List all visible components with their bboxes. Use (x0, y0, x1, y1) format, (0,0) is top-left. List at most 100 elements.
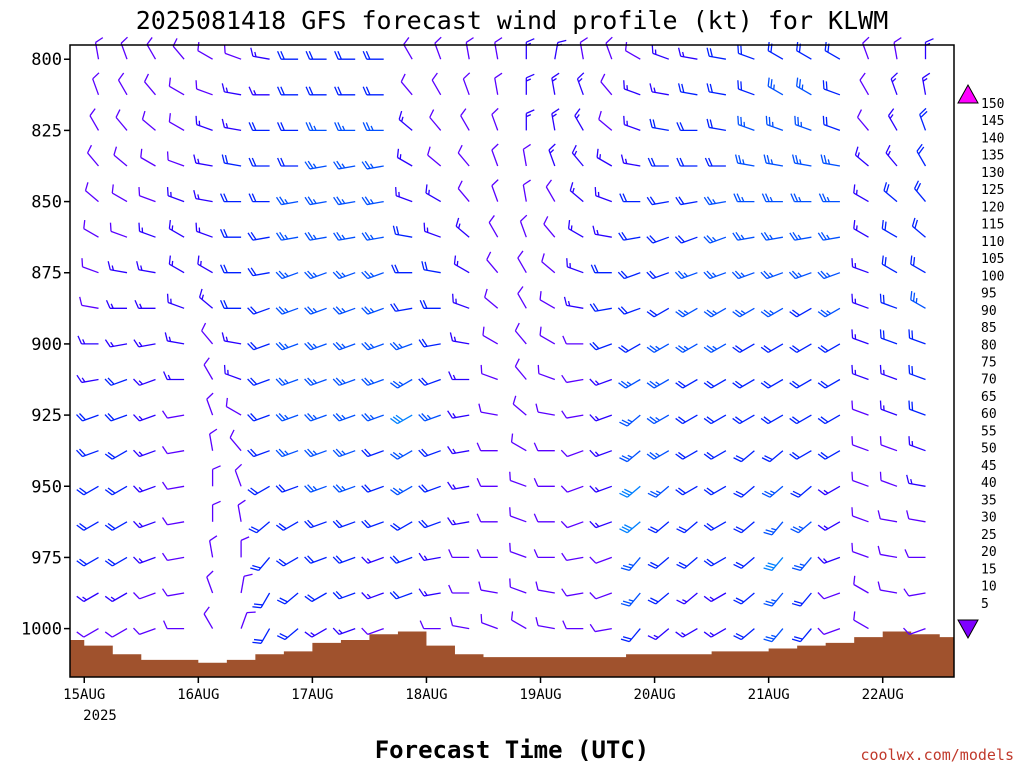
wind-barb (765, 115, 784, 132)
wind-barb (403, 37, 413, 60)
wind-barb (79, 296, 99, 309)
wind-barb (81, 258, 99, 274)
wind-barb (703, 414, 727, 425)
wind-barb (305, 50, 327, 60)
wind-barb (605, 36, 613, 60)
wind-barb (675, 450, 698, 460)
wind-barb (107, 261, 128, 274)
y-tick-label: 875 (31, 264, 62, 284)
wind-barb (737, 115, 755, 132)
wind-barb (427, 146, 442, 167)
wind-barb (275, 341, 299, 351)
wind-barb (510, 611, 527, 630)
x-tick-label: 18AUG (405, 687, 447, 703)
wind-barb (396, 148, 413, 167)
wind-barb (592, 225, 612, 238)
wind-barb (543, 216, 556, 238)
wind-barb (248, 193, 270, 203)
wind-barb (304, 413, 327, 422)
wind-barb (203, 606, 214, 629)
wind-barb (620, 154, 641, 167)
wind-barb (248, 122, 270, 132)
wind-barb (138, 187, 156, 203)
wind-barb (138, 222, 156, 238)
wind-barb (476, 549, 498, 559)
wind-barb (161, 481, 185, 490)
y-tick-label: 975 (31, 548, 62, 568)
wind-barb (76, 556, 99, 567)
wind-barb (790, 485, 812, 498)
wind-barb (423, 222, 441, 238)
wind-barb (109, 222, 128, 238)
wind-barb (619, 485, 641, 498)
wind-barb (247, 485, 270, 496)
wind-barb (646, 343, 670, 353)
wind-barb (220, 264, 242, 274)
wind-barb (276, 628, 299, 641)
wind-barb (361, 270, 384, 280)
colorbar-label: 75 (981, 356, 997, 371)
wind-barb (491, 143, 499, 167)
wind-barb (737, 44, 755, 60)
wind-barb (533, 549, 555, 559)
wind-barb (509, 507, 527, 523)
wind-barb (480, 364, 498, 381)
wind-barb (906, 510, 926, 523)
wind-barb (881, 219, 898, 238)
wind-barb (822, 115, 841, 132)
wind-barb (275, 231, 299, 241)
colorbar-label: 90 (981, 304, 997, 319)
wind-barb (624, 41, 641, 60)
wind-barb (562, 620, 584, 630)
wind-barb (275, 306, 299, 315)
colorbar-label: 150 (981, 97, 1004, 112)
wind-barb (791, 592, 812, 607)
wind-barb (646, 270, 670, 280)
wind-barb (220, 228, 242, 238)
wind-barb (166, 187, 185, 203)
wind-barb (817, 556, 841, 564)
wind-barb (674, 235, 698, 244)
colorbar-label: 35 (981, 493, 997, 508)
wind-barb (86, 144, 99, 167)
wind-barb (919, 107, 928, 131)
wind-barb (763, 628, 784, 643)
wind-barb (509, 578, 527, 594)
wind-barb (209, 535, 218, 558)
wind-barb (418, 484, 441, 493)
wind-barb (539, 326, 556, 345)
wind-barb (537, 364, 556, 381)
wind-barb (703, 450, 727, 460)
wind-barb (620, 628, 641, 643)
colorbar-label: 115 (981, 218, 1004, 233)
wind-barb (221, 332, 242, 345)
wind-barb (447, 410, 470, 419)
wind-barb (163, 620, 185, 630)
wind-barb (168, 113, 185, 131)
wind-barb (646, 307, 670, 318)
wind-barb (197, 41, 213, 60)
wind-barb (104, 628, 128, 638)
wind-barb (851, 364, 869, 381)
wind-barb (250, 556, 271, 572)
wind-barb (908, 400, 926, 416)
wind-barb (560, 520, 584, 529)
wind-barb (647, 556, 670, 569)
wind-barb (817, 592, 841, 600)
wind-barb (533, 513, 555, 523)
wind-barb (760, 270, 784, 280)
wind-barb (398, 110, 413, 131)
wind-barb (76, 521, 99, 531)
wind-barb (462, 72, 471, 96)
wind-barb (133, 520, 156, 529)
wind-barb (133, 592, 156, 600)
wind-barb (332, 341, 356, 351)
wind-barb (649, 118, 669, 132)
wind-barb (418, 552, 441, 561)
wind-barb (134, 300, 156, 309)
wind-barb (877, 581, 898, 594)
wind-barb (647, 628, 670, 641)
wind-barb (133, 627, 156, 636)
wind-barb (223, 44, 242, 60)
wind-barb (332, 413, 356, 422)
